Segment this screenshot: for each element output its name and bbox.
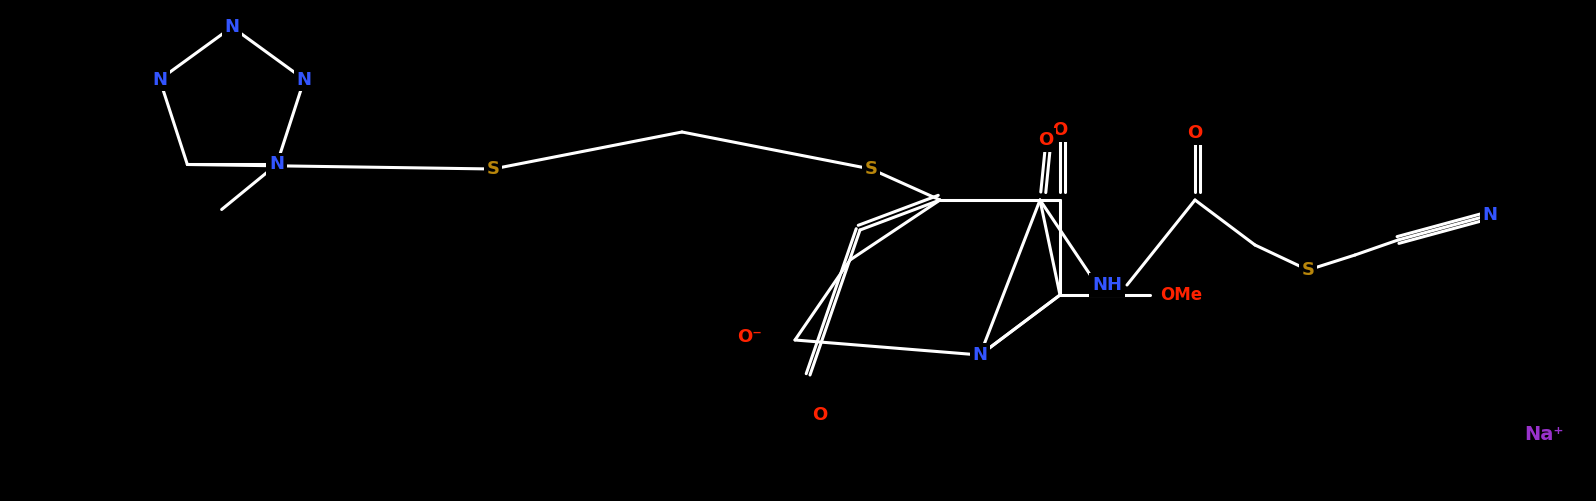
Text: OMe: OMe — [1160, 286, 1202, 304]
Text: S: S — [1301, 261, 1315, 279]
Text: O: O — [812, 406, 828, 424]
Text: N: N — [1483, 206, 1497, 224]
Text: S: S — [865, 160, 878, 178]
Text: O⁻: O⁻ — [737, 328, 763, 346]
Text: N: N — [297, 71, 311, 89]
Text: O: O — [1039, 131, 1053, 149]
Text: NH: NH — [1092, 276, 1122, 294]
Text: N: N — [152, 71, 168, 89]
Text: N: N — [972, 346, 988, 364]
Text: N: N — [270, 155, 284, 173]
Text: O: O — [1052, 121, 1068, 139]
Text: N: N — [225, 18, 239, 36]
Text: S: S — [487, 160, 500, 178]
Text: Na⁺: Na⁺ — [1524, 425, 1564, 444]
Text: O: O — [1187, 124, 1203, 142]
